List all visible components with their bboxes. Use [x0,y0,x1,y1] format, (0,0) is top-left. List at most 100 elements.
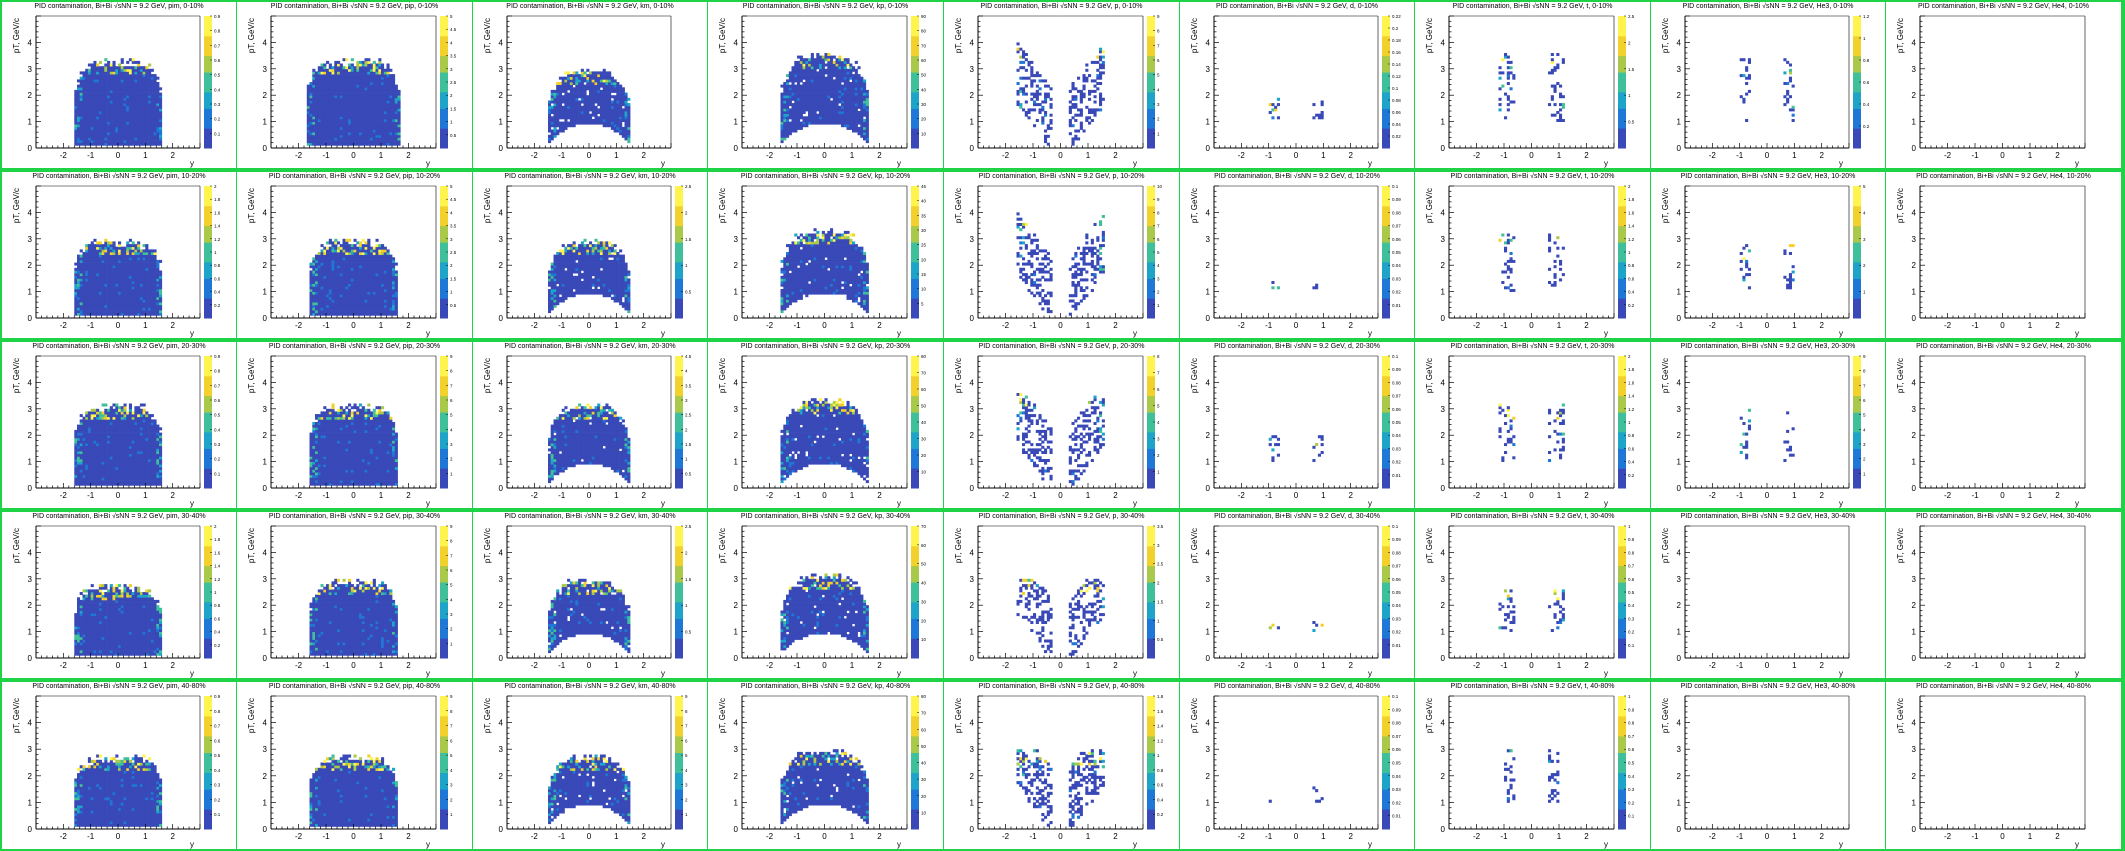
heatmap-cell [583,111,587,114]
heatmap-cell [159,111,163,114]
x-tick-label: 1 [1086,151,1091,160]
heatmap-cell [137,111,141,114]
z-tick-label: 9 [1157,14,1160,19]
heatmap-cell [602,103,606,107]
heatmap-cell [819,84,823,88]
heatmap-cell [93,103,97,107]
heatmap-cell [808,60,812,64]
heatmap-cell [1099,82,1103,85]
color-scale-segment [1147,141,1155,146]
heatmap-cell [610,84,614,88]
heatmap-cell [610,76,614,80]
heatmap-cell [372,89,376,93]
color-scale-segment [204,72,212,76]
heatmap-cell [821,63,825,67]
heatmap-cell [334,100,338,104]
heatmap-cell [93,95,97,99]
heatmap-cell [1506,103,1510,107]
heatmap-cell [786,111,790,114]
heatmap-cell [594,87,598,91]
heatmap-cell [353,71,357,75]
heatmap-cell [791,95,795,99]
heatmap-cell [619,124,623,128]
heatmap-cell [591,121,595,125]
heatmap-cell [107,111,111,114]
heatmap-cell [791,97,795,101]
x-tick-label: -2 [766,151,774,160]
heatmap-cell [331,89,335,93]
heatmap-cell [104,79,108,83]
heatmap-cell [780,100,784,104]
y-tick-label: 2 [1677,91,1682,100]
heatmap-cell [583,76,587,80]
heatmap-cell [328,116,332,120]
heatmap-cell [107,92,111,96]
heatmap-cell [339,82,343,85]
color-scale-segment [1382,88,1390,93]
heatmap-cell [85,119,89,122]
heatmap-cell [148,142,152,146]
heatmap-cell [342,121,346,125]
heatmap-cell [356,103,360,107]
heatmap-cell [1501,71,1505,75]
heatmap-cell [794,63,798,67]
heatmap-cell [131,100,135,104]
heatmap-cell [131,82,135,85]
heatmap-cell [345,132,349,136]
heatmap-cell [572,111,576,114]
heatmap-cell [98,142,102,146]
heatmap-cell [337,113,341,117]
heatmap-cell [328,113,332,117]
heatmap-cell [153,84,157,88]
heatmap-cell [1082,129,1086,133]
heatmap-cell [123,113,127,117]
heatmap-cell [619,126,623,130]
heatmap-cell [156,140,160,144]
heatmap-cell [1074,129,1078,133]
heatmap-cell [87,129,91,133]
heatmap-cell [139,79,143,83]
heatmap-cell [556,84,560,88]
heatmap-cell [860,79,864,83]
color-scale-segment [1618,29,1626,33]
heatmap-cell [107,124,111,128]
heatmap-cell [79,87,83,91]
heatmap-cell [608,108,612,112]
x-tick-label: -2 [531,151,539,160]
heatmap-cell [589,79,593,83]
heatmap-cell [350,74,354,78]
heatmap-cell [137,103,141,107]
heatmap-cell [838,116,842,120]
heatmap-cell [835,95,839,99]
heatmap-cell [1074,87,1078,91]
heatmap-cell [361,71,365,75]
heatmap-cell [556,132,560,136]
y-tick-label: 4 [970,38,975,47]
heatmap-cell [148,68,152,72]
heatmap-cell [326,87,330,91]
heatmap-cell [128,142,132,146]
heatmap-cell [109,68,113,72]
heatmap-cell [331,113,335,117]
heatmap-cell [799,103,803,107]
heatmap-cell [397,108,401,112]
heatmap-cell [827,58,831,62]
heatmap-cell [137,89,141,93]
heatmap-cell [375,63,379,67]
heatmap-cell [397,124,401,128]
heatmap-cell [392,137,396,141]
x-tick-label: -2 [295,151,303,160]
heatmap-cell [85,113,89,117]
color-scale-segment [440,22,448,27]
heatmap-cell [356,142,360,146]
heatmap-cell [558,126,562,130]
heatmap-cell [104,84,108,88]
heatmap-cell [857,111,861,114]
heatmap-cell [96,71,100,75]
heatmap-cell [838,113,842,117]
heatmap-cell [85,249,89,253]
heatmap-cell [838,79,842,83]
heatmap-cell [780,113,784,117]
heatmap-cell [786,105,790,109]
heatmap-cell [309,82,313,85]
